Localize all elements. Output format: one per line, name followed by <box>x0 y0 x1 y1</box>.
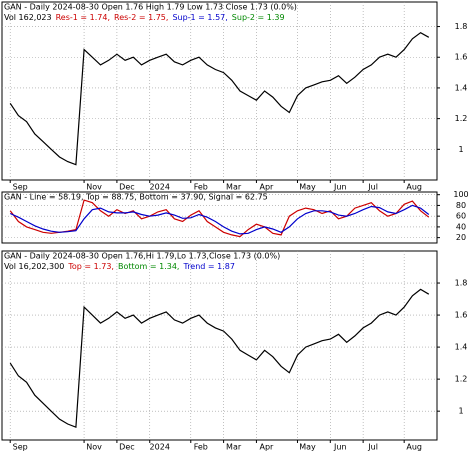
y-tick-label: 1.2 <box>455 114 468 123</box>
legend-entry: Sup-2 = 1.39 <box>232 13 285 22</box>
x-tick-label: Aug <box>406 443 422 452</box>
plot-area <box>1 1 438 181</box>
y-tick-label: 80 <box>456 201 466 210</box>
x-tick-label: Sep <box>13 443 28 452</box>
chart-title: GAN - Daily 2024-08-30 Open 1.76 High 1.… <box>4 3 297 12</box>
y-tick-label: 60 <box>456 212 466 221</box>
x-tick-label: Aug <box>406 183 422 192</box>
legend-entry: Vol 16,202,300 <box>4 262 64 271</box>
x-tick-label: Nov <box>86 443 102 452</box>
price-line <box>9 288 430 429</box>
y-tick-label: 1.2 <box>455 375 468 384</box>
y-tick-label: 1 <box>458 145 463 154</box>
x-tick-label: Feb <box>194 443 208 452</box>
x-tick-label: 2024 <box>150 443 170 452</box>
x-tick-label: May <box>299 183 316 192</box>
x-tick-label: Dec <box>119 183 134 192</box>
legend: Vol 162,023 Res-1 = 1.74, Res-2 = 1.75, Sup… <box>4 13 285 22</box>
y-tick-label: 100 <box>453 190 468 199</box>
x-tick-label: Sep <box>13 183 28 192</box>
x-tick-label: Jul <box>367 443 378 452</box>
price-line <box>9 204 430 235</box>
y-tick-label: 1.8 <box>455 22 468 31</box>
plot-area <box>1 191 438 244</box>
y-tick-label: 20 <box>456 233 466 242</box>
legend-entry: Res-2 = 1.75, <box>114 13 168 22</box>
y-tick-label: 1.6 <box>455 311 468 320</box>
legend-entry: Vol 162,023 <box>4 13 52 22</box>
legend-entry: Sup-1 = 1.57, <box>172 13 227 22</box>
legend-entry: Res-1 = 1.74, <box>56 13 110 22</box>
price-line <box>9 31 430 166</box>
y-tick-label: 1.6 <box>455 53 468 62</box>
x-tick-label: Jul <box>367 183 378 192</box>
chart-title: GAN - Daily 2024-08-30 Open 1.76,Hi 1.79… <box>4 252 280 261</box>
x-tick-label: Mar <box>226 183 242 192</box>
legend-entry: Bottom = 1.34, <box>118 262 180 271</box>
y-tick-label: 40 <box>456 222 466 231</box>
y-tick-label: 1.4 <box>455 343 468 352</box>
x-tick-label: Apr <box>260 443 275 452</box>
x-tick-label: Mar <box>226 443 242 452</box>
x-tick-label: Feb <box>194 183 208 192</box>
x-tick-label: Dec <box>119 443 134 452</box>
y-tick-label: 1.4 <box>455 83 468 92</box>
legend: Vol 16,202,300 Top = 1.73, Bottom = 1.34, T… <box>4 262 235 271</box>
x-tick-label: Jun <box>333 443 347 452</box>
x-tick-label: Nov <box>86 183 102 192</box>
x-tick-label: Apr <box>260 183 275 192</box>
price-line <box>9 199 430 238</box>
y-tick-label: 1.8 <box>455 279 468 288</box>
x-tick-label: 2024 <box>150 183 170 192</box>
y-tick-label: 1 <box>458 407 463 416</box>
plot-area <box>1 250 438 441</box>
legend-entry: Trend = 1.87 <box>182 262 235 271</box>
legend-entry: Top = 1.73, <box>67 262 114 271</box>
x-tick-label: May <box>299 443 316 452</box>
x-tick-label: Jun <box>333 183 347 192</box>
chart-title: GAN - Line = 58.19, Top = 88.75, Bottom … <box>4 193 268 202</box>
